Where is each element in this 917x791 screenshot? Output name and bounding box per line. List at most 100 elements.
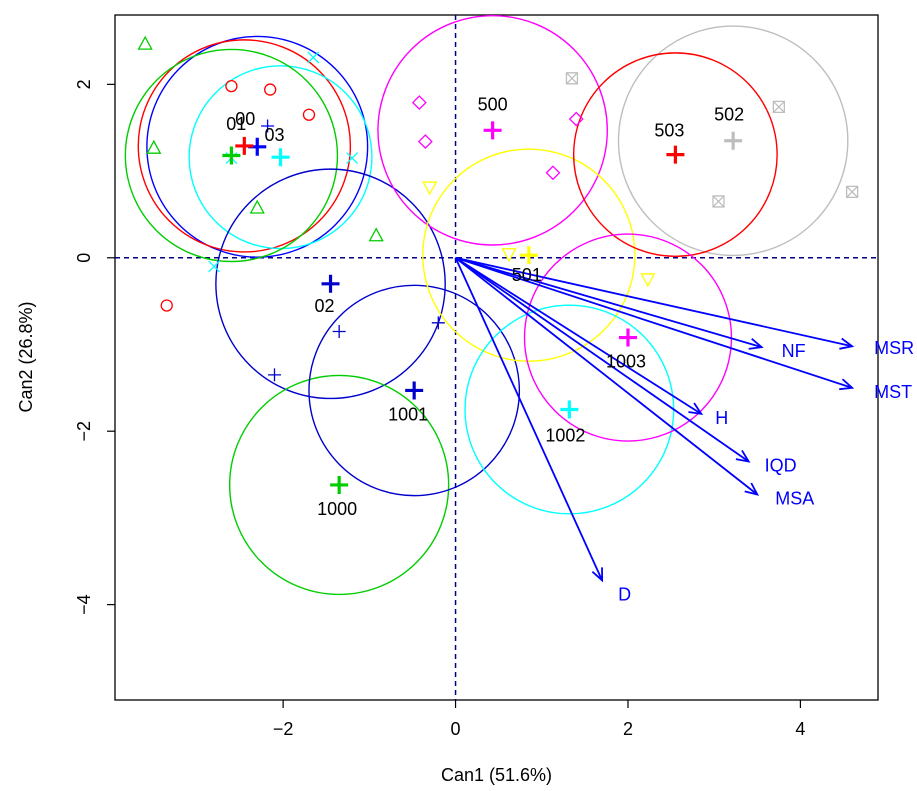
group-mean-1001 bbox=[405, 381, 424, 400]
vector-label-MST: MST bbox=[874, 382, 912, 402]
group-mean-500 bbox=[483, 121, 502, 140]
y-tick-label-2: 0 bbox=[74, 253, 94, 263]
group-mean-01 bbox=[235, 136, 254, 155]
x-axis-title: Can1 (51.6%) bbox=[441, 765, 552, 785]
group-circle-00 bbox=[146, 35, 369, 258]
vector-MSA bbox=[454, 257, 758, 496]
group-label-1000: 1000 bbox=[317, 499, 357, 519]
point-g3-2 bbox=[249, 199, 265, 214]
group-circle-502 bbox=[617, 25, 849, 257]
group-label-00: 00 bbox=[235, 109, 255, 129]
y-tick-label-0: −4 bbox=[74, 594, 94, 615]
vector-arrowhead-MST bbox=[839, 378, 855, 391]
group-circle-01 bbox=[137, 39, 352, 253]
point-03-1 bbox=[346, 152, 359, 165]
point-01-3 bbox=[160, 299, 173, 312]
point-g3-0 bbox=[137, 35, 153, 50]
point-02-1 bbox=[267, 368, 281, 382]
group-circle-1000 bbox=[228, 374, 450, 596]
group-label-03: 03 bbox=[265, 125, 285, 145]
point-02-0 bbox=[332, 324, 346, 338]
group-mean-03 bbox=[271, 148, 290, 167]
group-circle-3 bbox=[124, 48, 339, 263]
point-03-0 bbox=[307, 51, 320, 64]
vector-label-MSA: MSA bbox=[775, 489, 814, 509]
point-03-3 bbox=[208, 260, 221, 273]
variable-vectors: MSR NF MST H IQD MSA D bbox=[454, 256, 914, 604]
vector-arrowhead-D bbox=[591, 567, 604, 583]
y-axis-title: Can2 (26.8%) bbox=[16, 301, 36, 412]
group-circle-500 bbox=[377, 14, 608, 246]
point-01-1 bbox=[264, 83, 277, 96]
vector-label-IQD: IQD bbox=[765, 456, 797, 476]
vector-label-MSR: MSR bbox=[874, 338, 914, 358]
group-mean-1002 bbox=[560, 400, 579, 419]
x-tick-label-3: 4 bbox=[795, 719, 805, 739]
vector-label-H: H bbox=[715, 408, 728, 428]
group-circle-501 bbox=[422, 148, 636, 362]
point-501-1 bbox=[501, 248, 517, 263]
x-tick-label-0: −2 bbox=[273, 719, 294, 739]
group-mean-1003 bbox=[618, 328, 637, 347]
group-label-500: 500 bbox=[478, 94, 508, 114]
vector-IQD bbox=[455, 257, 750, 463]
vector-MST bbox=[455, 256, 853, 389]
point-502-2 bbox=[712, 195, 725, 208]
group-mean-g3 bbox=[222, 146, 241, 165]
point-01-0 bbox=[225, 79, 238, 93]
group-circle-03 bbox=[188, 65, 373, 250]
vector-arrowhead-H bbox=[688, 402, 704, 416]
vector-arrowhead-NF bbox=[748, 337, 764, 350]
group-label-01: 01 bbox=[226, 114, 246, 134]
vector-arrowhead-MSR bbox=[839, 337, 855, 350]
point-501-2 bbox=[640, 273, 656, 288]
point-00-0 bbox=[261, 119, 275, 133]
group-mean-502 bbox=[724, 131, 743, 150]
group-label-503: 503 bbox=[654, 121, 684, 141]
point-500-1 bbox=[417, 134, 433, 150]
reference-lines bbox=[115, 15, 878, 700]
point-502-3 bbox=[845, 185, 859, 199]
point-500-3 bbox=[568, 111, 584, 127]
point-502-0 bbox=[565, 72, 579, 85]
group-circle-02 bbox=[215, 168, 446, 400]
group-label-502: 502 bbox=[714, 105, 744, 125]
group-circles bbox=[124, 14, 849, 596]
y-tick-label-3: 2 bbox=[74, 79, 94, 89]
group-label-1001: 1001 bbox=[388, 404, 428, 424]
axis-ticks: −2 0 2 4−4−202 bbox=[74, 79, 805, 739]
point-g3-3 bbox=[368, 227, 384, 242]
point-g3-1 bbox=[146, 139, 162, 154]
group-label-02: 02 bbox=[315, 296, 335, 316]
group-label-1003: 1003 bbox=[606, 352, 646, 372]
vector-label-NF: NF bbox=[782, 341, 806, 361]
vector-arrowhead-IQD bbox=[735, 449, 751, 463]
x-tick-label-2: 2 bbox=[623, 719, 633, 739]
group-mean-1000 bbox=[330, 475, 349, 494]
group-mean-503 bbox=[666, 145, 685, 164]
group-label-1002: 1002 bbox=[545, 426, 585, 446]
group-mean-501 bbox=[519, 246, 538, 265]
point-502-1 bbox=[772, 100, 786, 114]
x-tick-label-1: 0 bbox=[451, 719, 461, 739]
point-1001-0 bbox=[431, 316, 445, 330]
point-01-2 bbox=[302, 108, 316, 121]
vector-H bbox=[455, 257, 702, 415]
point-500-2 bbox=[545, 165, 561, 181]
vector-MSR bbox=[455, 256, 853, 348]
group-circle-503 bbox=[572, 52, 778, 258]
observation-points bbox=[137, 35, 859, 382]
point-500-0 bbox=[411, 95, 427, 110]
vector-arrowhead-MSA bbox=[744, 482, 760, 496]
group-mean-02 bbox=[321, 274, 340, 293]
vector-D bbox=[454, 257, 603, 581]
vector-NF bbox=[455, 256, 762, 348]
group-label-501: 501 bbox=[512, 265, 542, 285]
vector-label-D: D bbox=[618, 584, 631, 604]
group-circle-1001 bbox=[308, 284, 521, 497]
point-501-0 bbox=[422, 181, 438, 196]
y-tick-label-1: −2 bbox=[74, 421, 94, 442]
